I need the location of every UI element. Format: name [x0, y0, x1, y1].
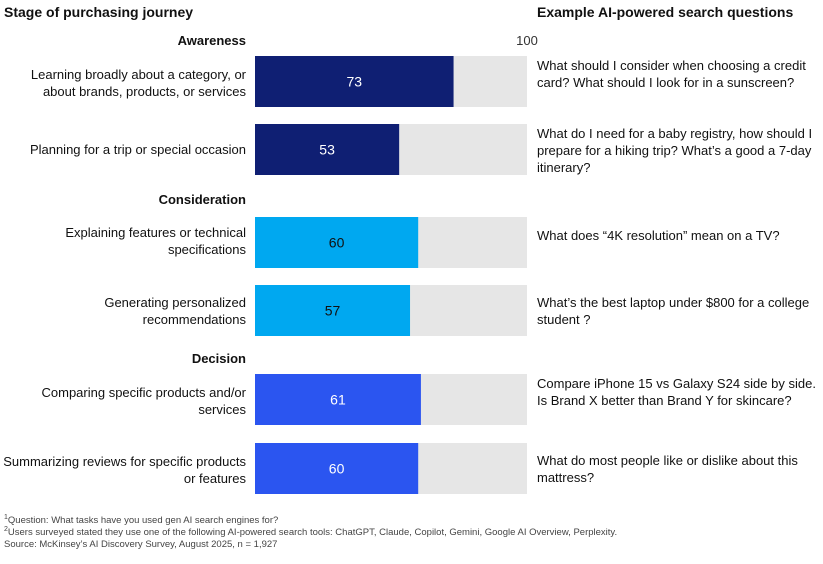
example-question: What should I consider when choosing a c…: [537, 58, 806, 90]
group-label-consideration: Consideration: [158, 192, 246, 207]
bar-value-label: 57: [325, 303, 341, 319]
bar: [255, 124, 400, 175]
example-question: What do most people like or dislike abou…: [537, 453, 798, 485]
bar: [255, 374, 421, 425]
bar: [255, 443, 419, 494]
bar-value-label: 60: [329, 235, 345, 251]
row-label: Learning broadly about a category, or ab…: [30, 67, 246, 99]
group-label-awareness: Awareness: [177, 33, 246, 48]
bar-value-label: 60: [329, 461, 345, 477]
bar-value-label: 73: [346, 74, 362, 90]
bar-value-label: 61: [330, 392, 346, 408]
example-question: What’s the best laptop under $800 for a …: [537, 295, 810, 327]
axis-max-label: 100: [516, 33, 538, 48]
row-label: Generating personalized recommendations: [104, 295, 246, 327]
footnote-2: 2Users surveyed stated they use one of t…: [4, 525, 618, 539]
footnote-1: 1Question: What tasks have you used gen …: [4, 513, 617, 527]
group-label-decision: Decision: [191, 351, 246, 366]
row-label: Summarizing reviews for specific product…: [3, 454, 246, 486]
row-label: Explaining features or technical specifi…: [65, 225, 246, 257]
source-note: Source: McKinsey’s AI Discovery Survey, …: [4, 539, 278, 550]
example-question: What do I need for a baby registry, how …: [537, 126, 813, 175]
footnote-2-text: Users surveyed stated they use one of th…: [7, 527, 618, 538]
left-column-header: Stage of purchasing journey: [4, 4, 194, 20]
bar: [255, 217, 419, 268]
bar: [255, 285, 411, 336]
footnote-1-mark: 1: [4, 513, 8, 521]
footnotes: 1Question: What tasks have you used gen …: [4, 513, 618, 551]
example-question: What does “4K resolution” mean on a TV?: [537, 228, 780, 243]
row-label: Planning for a trip or special occasion: [29, 142, 246, 157]
right-column-header: Example AI-powered search questions: [537, 4, 794, 20]
example-question: Compare iPhone 15 vs Galaxy S24 side by …: [537, 376, 816, 408]
bar: [255, 56, 454, 107]
footnote-2-mark: 2: [4, 525, 8, 533]
bar-value-label: 53: [319, 142, 335, 158]
footnote-1-text: Question: What tasks have you used gen A…: [7, 515, 279, 526]
row-label: Comparing specific products and/or servi…: [41, 385, 247, 417]
